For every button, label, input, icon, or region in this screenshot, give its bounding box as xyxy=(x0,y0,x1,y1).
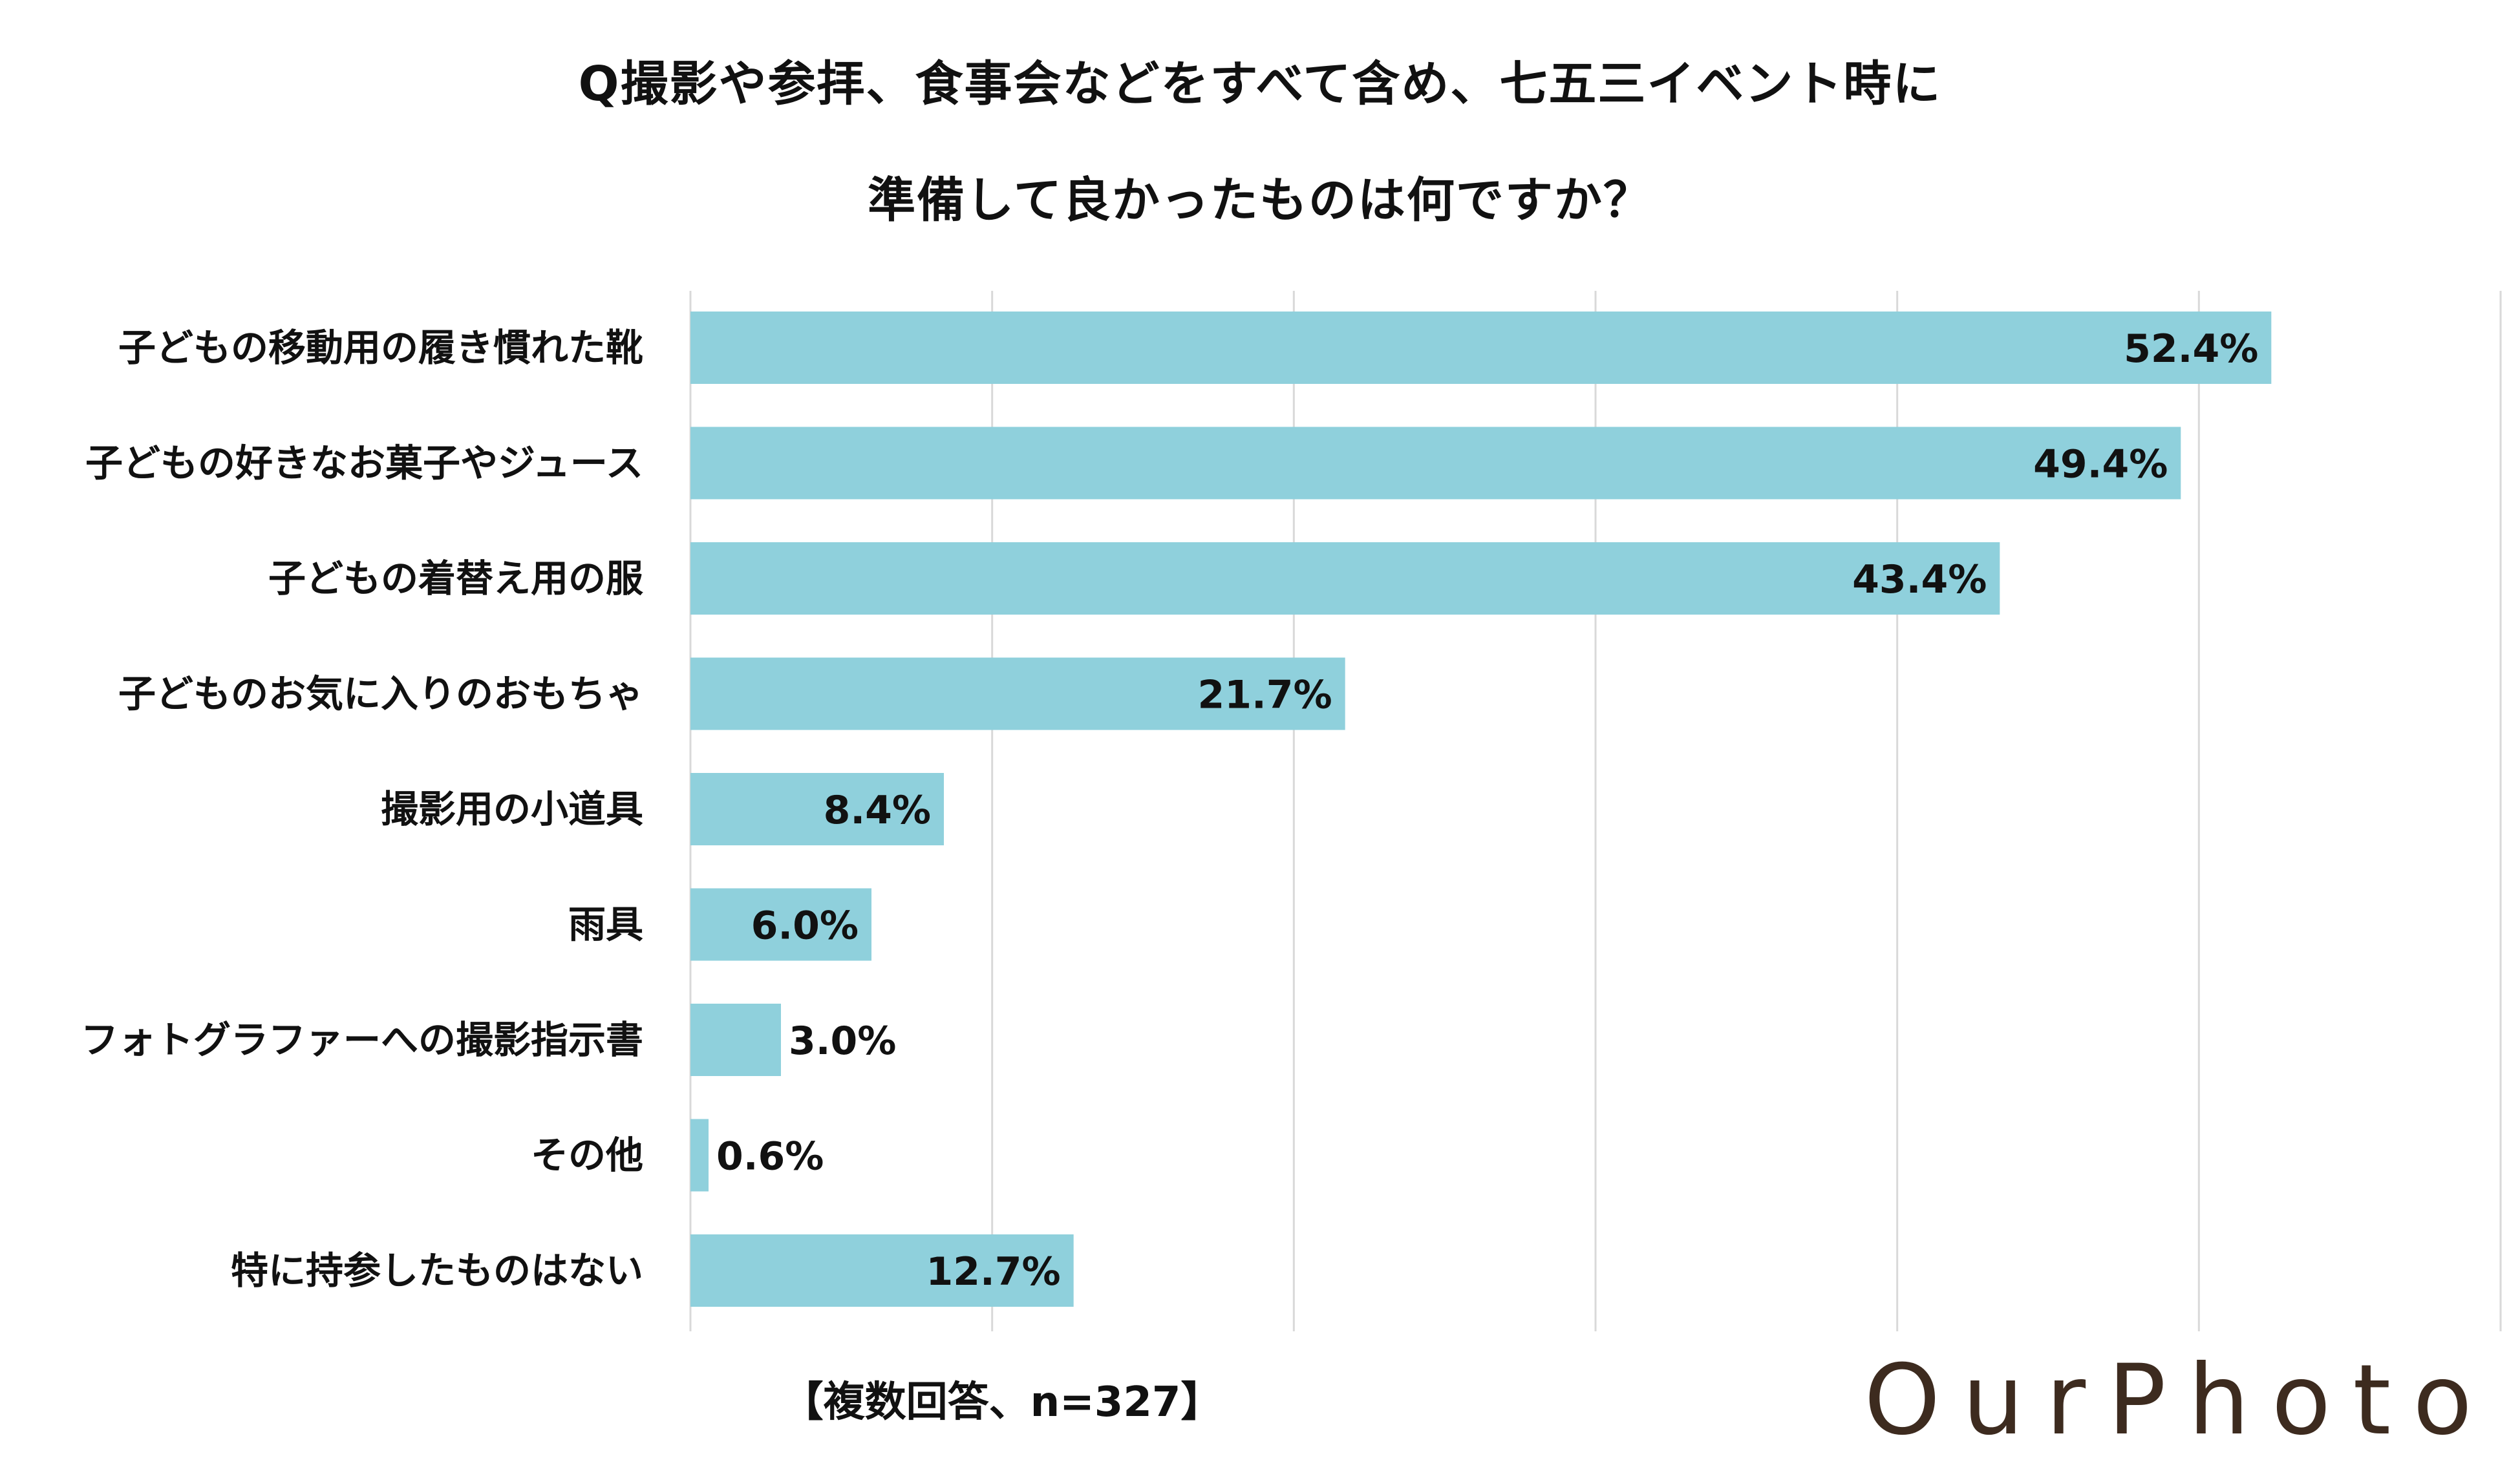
bar xyxy=(690,1234,1074,1307)
bar xyxy=(690,888,871,961)
value-label: 6.0% xyxy=(751,903,859,949)
category-label: 特に持参したものはない xyxy=(231,1249,643,1293)
bar xyxy=(690,657,1345,730)
value-label: 0.6% xyxy=(716,1134,824,1179)
bar xyxy=(690,312,2272,384)
bars xyxy=(690,312,2272,1307)
value-label: 52.4% xyxy=(2124,326,2258,372)
category-label: フォトグラファーへの撮影指示書 xyxy=(81,1018,643,1062)
value-label: 8.4% xyxy=(824,788,931,833)
category-labels: 子どもの移動用の履き慣れた靴子どもの好きなお菓子やジュース子どもの着替え用の服子… xyxy=(81,326,643,1293)
category-label: 子どもの着替え用の服 xyxy=(268,556,643,600)
bar xyxy=(690,773,944,845)
category-label: 子どもの移動用の履き慣れた靴 xyxy=(118,326,643,370)
chart-title-line2: 準備して良かったものは何ですか？ xyxy=(868,173,1652,228)
category-label: 子どものお気に入りのおもちゃ xyxy=(118,672,643,716)
value-label: 3.0% xyxy=(789,1019,896,1064)
chart-title-line1: Q撮影や参拝、食事会などをすべて含め、七五三イベント時に xyxy=(578,56,1942,112)
sample-note: 【複数回答、n=327】 xyxy=(782,1379,1223,1426)
value-label: 43.4% xyxy=(1852,557,1987,602)
bar xyxy=(690,1004,781,1076)
bar xyxy=(690,1119,709,1192)
value-label: 12.7% xyxy=(926,1249,1061,1294)
value-labels: 52.4% 49.4% 43.4% 21.7% 8.4% 6.0% 3.0% 0.6% 12.7… xyxy=(716,326,2258,1294)
value-label: 21.7% xyxy=(1198,673,1332,718)
ourphoto-logo: OurPhoto xyxy=(1864,1344,2494,1457)
category-label: 撮影用の小道具 xyxy=(381,787,643,831)
value-label: 49.4% xyxy=(2033,442,2168,487)
category-label: その他 xyxy=(531,1134,643,1178)
bar xyxy=(690,427,2181,500)
bar xyxy=(690,542,2000,615)
category-label: 子どもの好きなお菓子やジュース xyxy=(85,441,643,485)
category-label: 雨具 xyxy=(568,903,643,947)
